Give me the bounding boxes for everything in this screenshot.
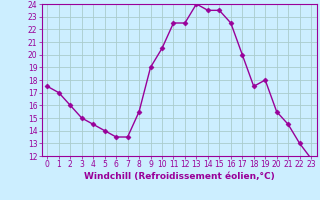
X-axis label: Windchill (Refroidissement éolien,°C): Windchill (Refroidissement éolien,°C)	[84, 172, 275, 181]
